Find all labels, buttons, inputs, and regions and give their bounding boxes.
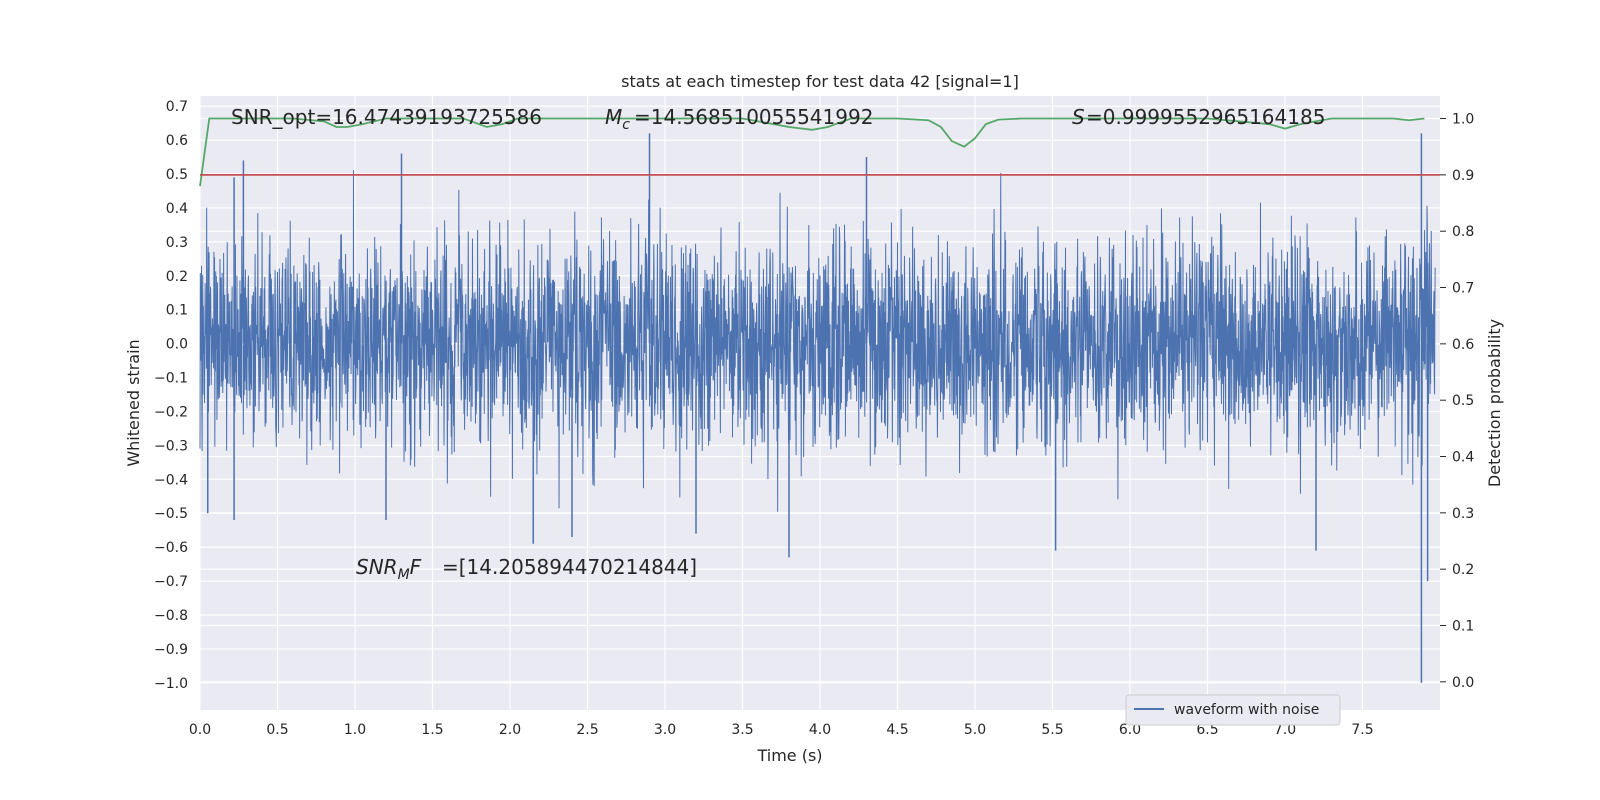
x-tick-label: 4.5 [886,722,908,738]
annotation-mc: Mc =14.568510055541992 [605,105,873,133]
y-right-tick-label: 0.5 [1452,393,1474,409]
waveform-with-noise-series [199,133,1436,683]
svg-text:S: S [1072,105,1085,129]
annotation-snr-opt: SNR_opt=16.47439193725586 [231,105,542,129]
y-tick-label: −0.6 [154,540,188,556]
x-tick-label: 2.5 [576,722,598,738]
x-tick-label: 1.0 [344,722,366,738]
y-tick-label: −0.9 [154,642,188,658]
x-tick-label: 6.0 [1119,722,1141,738]
x-tick-label: 5.5 [1041,722,1063,738]
y-right-tick-label: 0.2 [1452,562,1474,578]
y-right-tick-label: 0.8 [1452,224,1474,240]
y-tick-label: −0.2 [154,404,188,420]
x-tick-label: 7.5 [1351,722,1373,738]
annotation-s: S =0.9999552965164185 [1072,105,1325,129]
legend-box [1125,694,1341,726]
y-tick-label: −0.1 [154,371,188,387]
y-axis-right-label: Detection probability [1485,319,1504,487]
svg-text:Mc: Mc [605,105,630,133]
y-tick-label: 0.7 [166,99,188,115]
legend: waveform with noise [1125,694,1341,726]
y-right-tick-label: 0.9 [1452,168,1474,184]
y-right-tick-label: 0.7 [1452,281,1474,297]
y-right-tick-label: 0.6 [1452,337,1474,353]
y-tick-label: −0.3 [154,438,188,454]
y-axis-ticks: 0.7 0.6 0.5 0.4 0.3 0.2 0.1 0.0 −0.1 −0.2 −0.3 −0.4… [154,99,188,692]
x-tick-label: 4.0 [809,722,831,738]
x-tick-label: 7.0 [1274,722,1296,738]
y-right-tick-label: 1.0 [1452,112,1474,128]
y-tick-label: 0.3 [166,235,188,251]
annotation-mc-value: =14.568510055541992 [634,105,873,129]
x-tick-label: 0.5 [266,722,288,738]
chart-title: stats at each timestep for test data 42 … [621,72,1019,91]
y-tick-label: 0.2 [166,269,188,285]
y-axis-right-ticks: 1.0 0.9 0.8 0.7 0.6 0.5 0.4 0.3 0.2 0.1 0.0 [1440,112,1474,691]
y-tick-label: 0.0 [166,337,188,353]
y-tick-label: −0.8 [154,608,188,624]
y-right-tick-label: 0.4 [1452,450,1474,466]
annotation-s-value: =0.9999552965164185 [1086,105,1325,129]
probability-lines [199,117,1440,187]
y-right-tick-label: 0.1 [1452,619,1474,635]
annotation-snr-mf: SNRMF =[14.205894470214844] [356,555,697,583]
svg-text:SNRMF: SNRMF [356,555,422,583]
x-tick-label: 6.5 [1196,722,1218,738]
x-tick-label: 3.0 [654,722,676,738]
waveform-with-noise-line [199,170,1436,512]
y-right-tick-label: 0.3 [1452,506,1474,522]
annotation-snr-mf-value: =[14.205894470214844] [442,555,697,579]
y-tick-label: −0.4 [154,472,188,488]
detection-probability-line [199,117,1425,187]
x-axis-label: Time (s) [756,746,822,765]
y-tick-label: −0.7 [154,574,188,590]
x-tick-label: 2.0 [499,722,521,738]
legend-entry: waveform with noise [1174,702,1319,718]
x-tick-label: 0.0 [189,722,211,738]
y-right-tick-label: 0.0 [1452,675,1474,691]
y-tick-label: −0.5 [154,506,188,522]
x-axis-ticks: 0.0 0.5 1.0 1.5 2.0 2.5 3.0 3.5 4.0 4.5 5.0 5.5 6.0 6… [189,722,1374,738]
x-tick-label: 3.5 [731,722,753,738]
y-tick-label: 0.1 [166,303,188,319]
y-tick-label: −1.0 [154,676,188,692]
x-tick-label: 1.5 [421,722,443,738]
x-tick-label: 5.0 [964,722,986,738]
y-tick-label: 0.5 [166,167,188,183]
y-axis-label: Whitened strain [124,339,143,466]
y-tick-label: 0.6 [166,133,188,149]
y-tick-label: 0.4 [166,201,188,217]
